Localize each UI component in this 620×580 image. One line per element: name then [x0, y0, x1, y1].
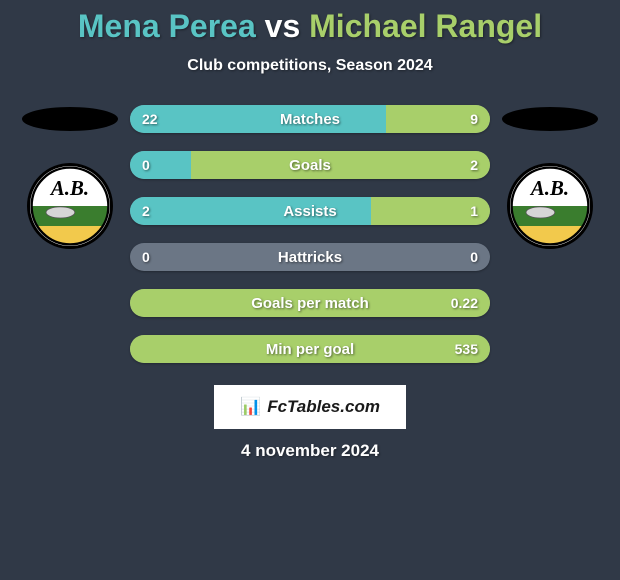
vs-text: vs	[265, 8, 301, 44]
stat-value-left: 0	[142, 243, 150, 271]
stat-bar: Goals02	[130, 151, 490, 179]
stat-bar-left-fill	[130, 197, 371, 225]
player-shadow	[502, 107, 598, 131]
chart-icon: 📊	[240, 397, 261, 417]
date-line: 4 november 2024	[0, 441, 620, 461]
stat-bar-left-fill	[130, 151, 191, 179]
right-side: A.B.	[490, 103, 610, 249]
stat-bar: Min per goal535	[130, 335, 490, 363]
fctables-logo[interactable]: 📊 FcTables.com	[214, 385, 406, 429]
logo-text: FcTables.com	[267, 397, 380, 417]
stat-bar-left-fill	[130, 105, 386, 133]
stat-bar: Goals per match0.22	[130, 289, 490, 317]
stat-bar-right-fill	[130, 335, 490, 363]
player2-name: Michael Rangel	[309, 8, 542, 44]
stats-column: Matches229 Goals02 Assists21 Hattricks0 0 Goa…	[130, 105, 490, 363]
stat-value-right: 0	[470, 243, 478, 271]
club-badge-svg: A.B.	[510, 166, 590, 246]
player-shadow	[22, 107, 118, 131]
page-title: Mena Perea vs Michael Rangel	[0, 8, 620, 45]
stat-bar-right-fill	[386, 105, 490, 133]
club-badge-svg: A.B.	[30, 166, 110, 246]
stat-bar: Hattricks0 0	[130, 243, 490, 271]
stat-label: Hattricks	[130, 243, 490, 271]
comparison-card: Mena Perea vs Michael Rangel Club compet…	[0, 0, 620, 461]
main-row: A.B. Matches229 Goals02 Assists21 Hattricks…	[0, 103, 620, 363]
subtitle: Club competitions, Season 2024	[0, 57, 620, 75]
left-side: A.B.	[10, 103, 130, 249]
stat-bar-right-fill	[130, 289, 490, 317]
stat-bar-right-fill	[191, 151, 490, 179]
club-badge-right: A.B.	[507, 163, 593, 249]
stat-bar: Matches229	[130, 105, 490, 133]
svg-text:A.B.: A.B.	[49, 177, 89, 200]
stat-bar-right-fill	[371, 197, 490, 225]
svg-text:A.B.: A.B.	[529, 177, 569, 200]
stat-bar: Assists21	[130, 197, 490, 225]
club-badge-left: A.B.	[27, 163, 113, 249]
player1-name: Mena Perea	[78, 8, 256, 44]
